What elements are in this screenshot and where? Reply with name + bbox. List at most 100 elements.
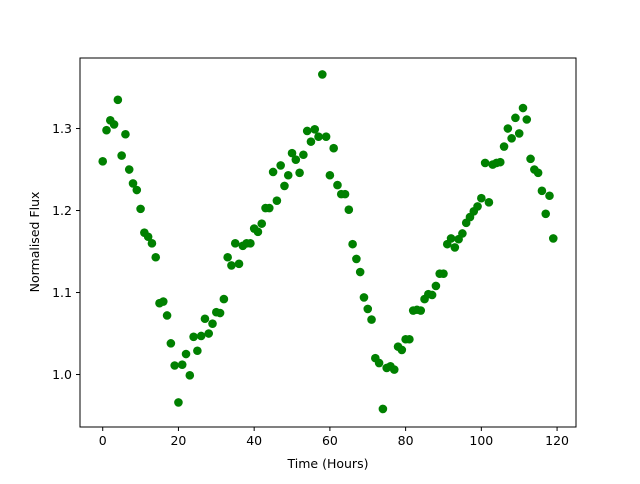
x-tick-label: 120 bbox=[545, 433, 569, 448]
data-point bbox=[541, 209, 551, 219]
data-point bbox=[321, 132, 331, 142]
data-point bbox=[405, 334, 414, 344]
data-point bbox=[215, 308, 225, 318]
y-tick-label: 1.0 bbox=[52, 367, 72, 382]
data-point bbox=[389, 365, 399, 374]
data-point bbox=[257, 219, 267, 228]
x-axis-ticks: 0 20 40 60 80 100 120 bbox=[99, 427, 569, 448]
data-point bbox=[495, 157, 505, 167]
data-point bbox=[333, 180, 342, 190]
data-point bbox=[253, 227, 263, 237]
data-point bbox=[431, 281, 441, 291]
data-point bbox=[299, 150, 308, 160]
data-point bbox=[511, 113, 520, 123]
data-point bbox=[378, 404, 388, 414]
data-point bbox=[280, 181, 289, 191]
x-tick-label: 80 bbox=[398, 433, 414, 448]
data-point bbox=[143, 232, 153, 242]
data-point bbox=[177, 360, 187, 369]
data-point bbox=[499, 142, 509, 151]
data-point bbox=[166, 339, 176, 348]
data-point bbox=[545, 191, 554, 201]
data-point bbox=[348, 239, 357, 249]
data-point bbox=[185, 371, 195, 380]
data-point bbox=[170, 361, 179, 370]
data-point bbox=[136, 204, 145, 214]
data-point bbox=[477, 193, 486, 203]
data-point bbox=[537, 186, 547, 196]
x-tick-label: 100 bbox=[469, 433, 493, 448]
data-point bbox=[189, 332, 198, 342]
x-tick-label: 40 bbox=[246, 433, 262, 448]
y-tick-label: 1.2 bbox=[52, 203, 72, 218]
data-point bbox=[200, 314, 210, 324]
y-tick-label: 1.1 bbox=[52, 285, 72, 300]
data-point bbox=[302, 126, 312, 136]
data-point bbox=[446, 234, 456, 243]
data-point bbox=[193, 346, 202, 356]
data-points bbox=[98, 70, 558, 414]
data-point bbox=[355, 267, 365, 277]
x-tick-label: 0 bbox=[99, 433, 107, 448]
data-point bbox=[98, 157, 108, 166]
data-point bbox=[450, 243, 460, 252]
data-point bbox=[439, 269, 448, 278]
data-point bbox=[306, 137, 316, 146]
data-point bbox=[522, 115, 532, 124]
data-point bbox=[374, 358, 384, 368]
data-point bbox=[473, 202, 482, 211]
data-point bbox=[181, 349, 191, 359]
data-point bbox=[109, 120, 119, 129]
data-point bbox=[102, 125, 111, 135]
data-point bbox=[314, 132, 323, 142]
data-point bbox=[246, 239, 255, 248]
data-point bbox=[276, 161, 285, 170]
data-point bbox=[162, 311, 172, 320]
data-point bbox=[121, 129, 130, 139]
data-point bbox=[291, 155, 301, 164]
data-point bbox=[518, 103, 528, 113]
data-point bbox=[230, 239, 240, 248]
data-point bbox=[272, 196, 282, 205]
data-point bbox=[514, 129, 524, 138]
data-point bbox=[208, 319, 217, 328]
x-tick-label: 20 bbox=[170, 433, 186, 448]
data-point bbox=[159, 297, 168, 306]
data-point bbox=[480, 158, 490, 168]
data-point bbox=[223, 252, 232, 262]
data-point bbox=[548, 234, 558, 243]
data-point bbox=[503, 124, 513, 133]
data-point bbox=[359, 293, 369, 302]
data-point bbox=[234, 259, 244, 269]
data-point bbox=[507, 134, 516, 143]
data-point bbox=[147, 239, 157, 248]
data-point bbox=[268, 167, 278, 177]
data-point bbox=[283, 170, 293, 180]
data-point bbox=[227, 261, 236, 270]
data-point bbox=[526, 154, 535, 164]
x-tick-label: 60 bbox=[322, 433, 338, 448]
data-point bbox=[204, 329, 214, 338]
data-point bbox=[196, 331, 206, 341]
data-point bbox=[128, 179, 138, 188]
data-point bbox=[113, 95, 123, 105]
y-axis-label: Normalised Flux bbox=[27, 192, 42, 293]
data-point bbox=[367, 315, 376, 324]
data-point bbox=[397, 345, 407, 355]
data-point bbox=[318, 70, 327, 79]
data-point bbox=[427, 290, 437, 300]
data-point bbox=[340, 189, 350, 199]
data-point bbox=[533, 168, 543, 178]
data-point bbox=[458, 229, 467, 238]
data-point bbox=[295, 168, 304, 178]
data-point bbox=[484, 198, 494, 207]
data-point bbox=[416, 306, 426, 315]
data-point bbox=[219, 294, 229, 304]
y-axis-ticks: 1.0 1.1 1.2 1.3 bbox=[52, 121, 80, 382]
data-point bbox=[352, 254, 361, 264]
data-point bbox=[132, 185, 142, 195]
data-point bbox=[329, 143, 338, 153]
